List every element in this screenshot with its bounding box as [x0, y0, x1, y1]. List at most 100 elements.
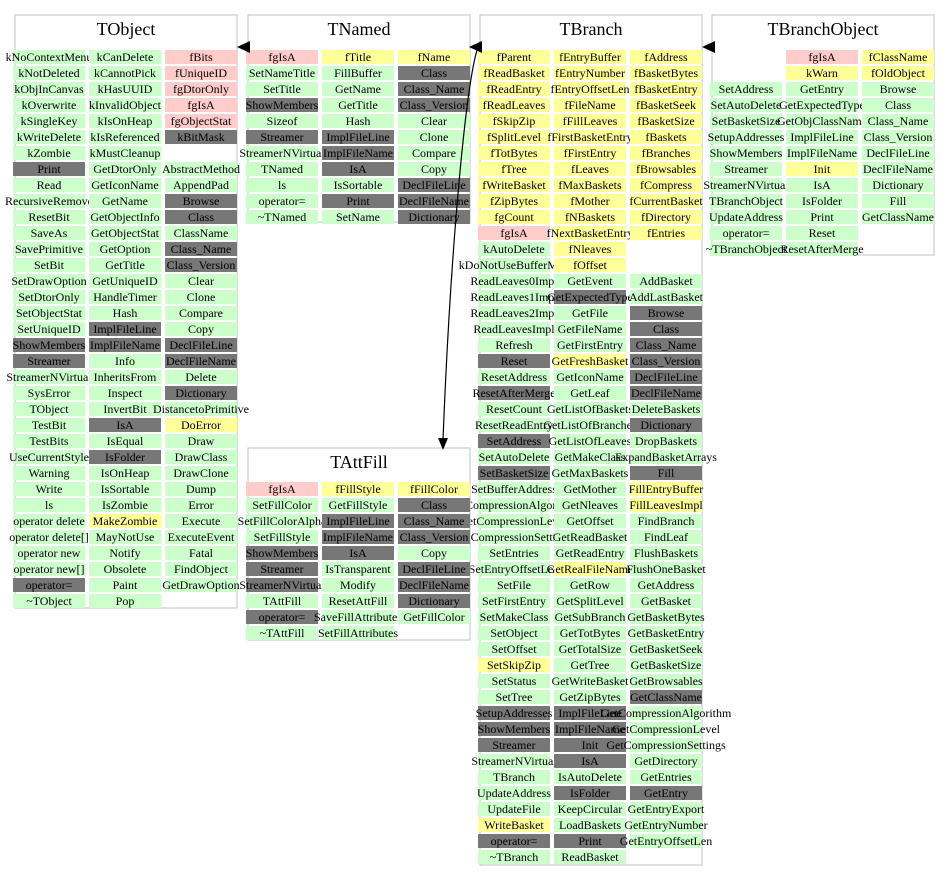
arrow-head — [438, 438, 448, 450]
member-name: ~TObject — [26, 594, 72, 608]
member-cell — [710, 130, 782, 144]
member-name: DeclFileName — [166, 354, 236, 368]
member-cell — [478, 738, 550, 752]
member-name: fBasketEntry — [634, 82, 697, 96]
member-name: ShowMembers — [13, 338, 86, 352]
member-cell — [630, 354, 702, 368]
member-name: ~TAttFill — [260, 626, 306, 640]
member-cell — [554, 786, 626, 800]
member-cell — [246, 82, 318, 96]
member-name: fOldObject — [871, 66, 926, 80]
member-cell — [786, 50, 858, 64]
member-name: GetName — [335, 82, 381, 96]
class-box: TBranch fParent fReadBasket fReadEntry fRead… — [450, 14, 732, 866]
member-name: fNextBasketEntry — [547, 226, 634, 240]
class-title: TBranchObject — [768, 19, 879, 39]
member-cell — [165, 210, 237, 224]
member-name: ResetReadEntry — [475, 418, 553, 432]
member-cell — [478, 850, 550, 864]
member-name: SetFirstEntry — [482, 594, 546, 608]
member-cell — [398, 530, 470, 544]
member-cell — [478, 466, 550, 480]
member-cell — [246, 594, 318, 608]
member-cell — [165, 562, 237, 576]
member-name: GetZipBytes — [559, 690, 621, 704]
member-name: MayNotUse — [96, 530, 155, 544]
member-cell — [322, 530, 394, 544]
member-cell — [554, 482, 626, 496]
member-name: operator new[] — [14, 562, 85, 576]
member-name: UseCurrentStyle — [9, 450, 89, 464]
member-cell — [786, 130, 858, 144]
member-cell — [322, 210, 394, 224]
member-name: ReadLeaves0Impl — [470, 274, 558, 288]
member-name: IsFolder — [802, 194, 842, 208]
member-name: Dump — [186, 482, 216, 496]
member-cell — [630, 402, 702, 416]
member-cell — [478, 354, 550, 368]
member-name: Streamer — [260, 130, 303, 144]
member-cell — [710, 82, 782, 96]
member-name: GetEntry — [800, 82, 844, 96]
member-cell — [478, 642, 550, 656]
member-cell — [13, 418, 85, 432]
member-name: Init — [582, 738, 599, 752]
member-name: Class — [188, 210, 214, 224]
member-cell — [554, 834, 626, 848]
member-name: ImplFileLine — [326, 130, 389, 144]
member-name: SetBasketSize — [712, 114, 781, 128]
member-cell — [89, 66, 161, 80]
member-name: fSplitLevel — [487, 130, 542, 144]
member-name: ReadLeavesImpl — [473, 322, 555, 336]
member-cell — [89, 514, 161, 528]
member-cell — [478, 546, 550, 560]
member-name: DistancetoPrimitive — [153, 402, 249, 416]
member-name: GetNleaves — [562, 498, 618, 512]
member-name: Dictionary — [408, 210, 459, 224]
member-name: GetTitle — [105, 258, 145, 272]
member-name: operator delete — [13, 514, 85, 528]
member-name: AppendPad — [173, 178, 229, 192]
member-name: fBaskets — [645, 130, 687, 144]
member-cell — [554, 738, 626, 752]
member-cell — [13, 210, 85, 224]
member-name: GetBasket — [641, 594, 692, 608]
member-cell — [554, 306, 626, 320]
member-cell — [322, 162, 394, 176]
member-name: FindObject — [174, 562, 229, 576]
class-title: TObject — [97, 19, 156, 39]
member-name: KeepCircular — [558, 802, 623, 816]
member-cell — [630, 658, 702, 672]
member-name: fWriteBasket — [482, 178, 546, 192]
member-name: fFirstBasketEntry — [547, 130, 632, 144]
member-name: Copy — [188, 322, 214, 336]
member-name: ls — [45, 498, 53, 512]
member-name: Obsolete — [104, 562, 147, 576]
member-cell — [89, 194, 161, 208]
member-cell — [710, 210, 782, 224]
member-cell — [710, 194, 782, 208]
member-name: Class_Version — [864, 130, 933, 144]
member-name: fZipBytes — [490, 194, 538, 208]
member-name: SetTree — [496, 690, 533, 704]
member-cell — [398, 194, 470, 208]
member-name: GetEntryNumber — [624, 818, 707, 832]
member-name: GetIconName — [556, 370, 623, 384]
member-cell — [862, 114, 934, 128]
member-name: ResetAfterMerge — [472, 386, 555, 400]
member-cell — [89, 130, 161, 144]
member-cell — [630, 802, 702, 816]
member-name: GetCompressionAlgorithm — [601, 706, 732, 720]
member-name: ShowMembers — [246, 546, 319, 560]
member-name: fParent — [497, 50, 532, 64]
member-name: fUniqueID — [175, 66, 227, 80]
member-name: Copy — [421, 162, 447, 176]
member-name: Clear — [421, 114, 447, 128]
member-name: Streamer — [724, 162, 767, 176]
member-name: Browse — [648, 306, 685, 320]
member-name: IsA — [581, 754, 599, 768]
member-name: ImplFileName — [323, 146, 393, 160]
member-name: kCanDelete — [97, 50, 154, 64]
member-name: ShowMembers — [246, 98, 319, 112]
member-cell — [862, 162, 934, 176]
